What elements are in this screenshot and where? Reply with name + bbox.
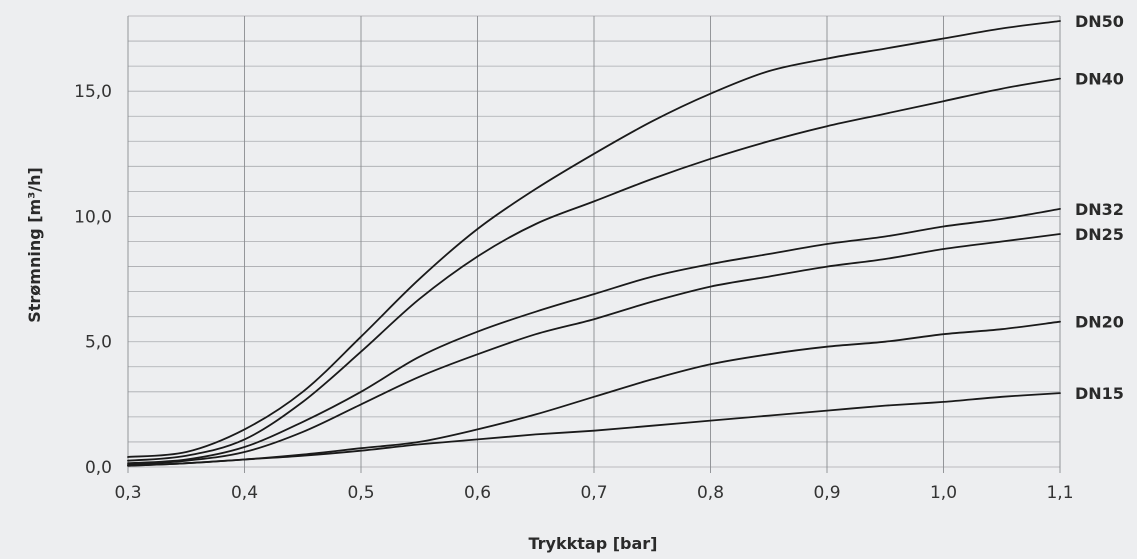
series-line-dn50 [127, 20, 1061, 458]
series-label-dn20: DN20 [1075, 313, 1124, 332]
y-axis-title: Strømning [m³/h] [25, 167, 44, 323]
grid-major [127, 16, 1061, 473]
x-tick-label: 0,6 [464, 483, 491, 503]
x-tick-label: 0,7 [580, 483, 607, 503]
x-tick-label: 1,1 [1046, 483, 1073, 503]
y-tick-label: 10,0 [74, 207, 112, 227]
x-tick-labels: 0,3 0,4 0,5 0,6 0,7 0,8 0,9 1,0 1,1 [114, 483, 1073, 503]
x-axis-title: Trykktap [bar] [529, 534, 658, 553]
series-lines [127, 20, 1061, 467]
x-tick-label: 0,5 [347, 483, 374, 503]
series-line-dn15 [127, 392, 1061, 467]
y-tick-label: 0,0 [85, 458, 112, 478]
x-tick-label: 0,3 [114, 483, 141, 503]
series-label-dn50: DN50 [1075, 12, 1124, 31]
series-line-dn40 [127, 77, 1061, 462]
series-labels: DN50 DN40 DN32 DN25 DN20 DN15 [1075, 12, 1124, 403]
series-label-dn25: DN25 [1075, 225, 1124, 244]
x-tick-label: 0,4 [231, 483, 258, 503]
series-label-dn32: DN32 [1075, 200, 1124, 219]
x-tick-label: 1,0 [930, 483, 957, 503]
series-line-dn32 [127, 208, 1061, 465]
series-label-dn40: DN40 [1075, 70, 1124, 89]
x-tick-label: 0,9 [813, 483, 840, 503]
series-line-dn25 [127, 233, 1061, 466]
y-tick-labels: 0,0 5,0 10,0 15,0 [74, 82, 112, 478]
x-tick-label: 0,8 [697, 483, 724, 503]
series-label-dn15: DN15 [1075, 384, 1124, 403]
y-tick-label: 5,0 [85, 333, 112, 353]
y-tick-label: 15,0 [74, 82, 112, 102]
